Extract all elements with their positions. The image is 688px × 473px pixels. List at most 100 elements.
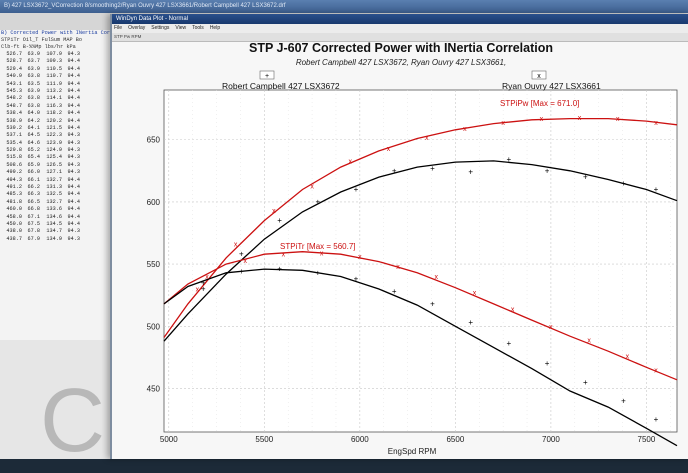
table-cell: 94.3 xyxy=(67,169,80,176)
legend-swatch-2 xyxy=(531,70,547,80)
table-row: 499.2 66.0 127.1 94.3 xyxy=(0,169,113,176)
plot-window[interactable]: WinDyn Data Plot - Normal File Overlay Set… xyxy=(110,14,688,459)
x-tick-label: 7500 xyxy=(638,435,656,444)
table-cell: 499.2 xyxy=(6,169,22,176)
table-cell: 94.4 xyxy=(67,73,80,80)
table-cell: 528.7 xyxy=(6,58,22,65)
table-cell: 64.5 xyxy=(27,132,40,139)
data-point-plus-marker: + xyxy=(583,378,588,387)
y-tick-label: 650 xyxy=(147,136,161,145)
table-cell: 122.3 xyxy=(46,132,62,139)
menu-item-settings[interactable]: Settings xyxy=(151,25,170,31)
table-cell: 134.6 xyxy=(46,213,62,220)
plot-menubar: File Overlay Settings View Tools Help xyxy=(112,24,688,33)
plot-window-titlebar[interactable]: WinDyn Data Plot - Normal xyxy=(112,14,688,24)
table-cell: 66.3 xyxy=(27,191,40,198)
legend-label-1: Robert Campbell 427 LSX3672 xyxy=(222,81,340,91)
table-row: 494.3 66.1 132.7 94.4 xyxy=(0,177,113,184)
table-cell: 94.3 xyxy=(67,51,80,57)
legend-label-2: Ryan Ouvry 427 LSX3661 xyxy=(502,81,601,91)
table-units: Clb-ft B-%%Mp lbs/hr kPa xyxy=(1,44,76,50)
menu-item-overlay[interactable]: Overlay xyxy=(128,25,146,31)
table-cell: 66.2 xyxy=(27,184,40,191)
x-tick-label: 5000 xyxy=(160,435,178,444)
data-point-plus-marker: + xyxy=(239,267,244,276)
table-cell: 65.9 xyxy=(27,161,40,168)
menu-item-file[interactable]: File xyxy=(114,25,123,31)
table-cell: 94.4 xyxy=(67,102,80,109)
table-cell: 132.7 xyxy=(46,198,62,205)
table-cell: 515.8 xyxy=(6,154,22,161)
table-row: 508.6 65.9 126.5 94.3 xyxy=(0,162,113,169)
data-point-plus-marker: + xyxy=(277,265,282,274)
data-point-x-marker: x xyxy=(540,116,544,123)
table-cell: 94.4 xyxy=(67,87,80,94)
table-cell: 538.9 xyxy=(6,117,22,124)
x-axis-label: EngSpd RPM xyxy=(388,447,437,456)
table-cell: 94.4 xyxy=(67,80,80,87)
table-cell: 132.5 xyxy=(46,191,62,198)
table-cell: 134.9 xyxy=(46,235,62,242)
table-row: 515.8 65.4 125.4 94.3 xyxy=(0,154,113,161)
table-cell: 127.1 xyxy=(46,169,62,176)
table-cell: 67.5 xyxy=(27,220,40,227)
table-cell: 438.7 xyxy=(6,235,22,242)
data-point-x-marker: x xyxy=(501,120,505,127)
data-point-x-marker: x xyxy=(282,252,286,259)
data-point-plus-marker: + xyxy=(545,359,550,368)
table-cell: 529.8 xyxy=(6,147,22,154)
y-tick-label: 600 xyxy=(147,198,161,207)
table-cell: 63.9 xyxy=(27,87,40,94)
menu-item-tools[interactable]: Tools xyxy=(192,25,204,31)
table-cell: 450.0 xyxy=(6,220,22,227)
table-row: 526.7 63.9 107.9 94.3 xyxy=(0,51,113,58)
table-cell: 94.4 xyxy=(67,206,80,213)
data-point-x-marker: x xyxy=(616,116,620,123)
table-cell: 125.4 xyxy=(46,154,62,161)
data-point-plus-marker: + xyxy=(277,216,282,225)
table-cell: 537.1 xyxy=(6,132,22,139)
data-point-x-marker: x xyxy=(205,274,209,281)
table-row: 481.8 66.5 132.7 94.4 xyxy=(0,199,113,206)
table-cell: 133.6 xyxy=(46,206,62,213)
table-cell: 66.0 xyxy=(27,169,40,176)
menu-item-help[interactable]: Help xyxy=(209,25,221,31)
table-cell: 63.9 xyxy=(27,51,40,57)
menu-item-view[interactable]: View xyxy=(175,25,187,31)
data-point-plus-marker: + xyxy=(621,179,626,188)
table-cell: 94.4 xyxy=(67,184,80,191)
table-cell: 94.4 xyxy=(67,124,80,131)
table-cell: 94.3 xyxy=(67,161,80,168)
table-row: 438.0 67.8 134.7 94.3 xyxy=(0,228,113,235)
table-cell: 131.3 xyxy=(46,184,62,191)
table-cell: 64.6 xyxy=(27,139,40,146)
table-cell: 65.2 xyxy=(27,147,40,154)
data-point-x-marker: x xyxy=(654,120,658,127)
data-point-plus-marker: + xyxy=(430,299,435,308)
table-cell: 63.5 xyxy=(27,80,40,87)
table-cell: 94.3 xyxy=(67,132,80,139)
table-cell: 438.0 xyxy=(6,228,22,235)
table-row: 529.8 65.2 124.9 94.3 xyxy=(0,147,113,154)
table-cell: 107.9 xyxy=(46,51,62,57)
background-window-titlebar: B) 427 LSX3672_VCorrection 8/smoothing2/… xyxy=(0,0,688,13)
table-cell: 94.3 xyxy=(67,154,80,161)
data-point-x-marker: x xyxy=(272,208,276,215)
table-cell: 134.5 xyxy=(46,220,62,227)
plot-toolbar: STP Pw RPM xyxy=(112,33,688,42)
data-point-x-marker: x xyxy=(549,324,553,331)
y-tick-label: 500 xyxy=(147,322,161,331)
table-cell: 94.4 xyxy=(67,213,80,220)
data-point-plus-marker: + xyxy=(507,339,512,348)
table-cell: 132.7 xyxy=(46,176,62,183)
chart-title: STP J-607 Corrected Power with INertia C… xyxy=(249,41,553,55)
y-tick-label: 450 xyxy=(147,384,161,393)
table-header: B) Corrected Power with INertia Corr xyxy=(1,30,113,36)
table-cell: 134.7 xyxy=(46,228,62,235)
table-cell: 120.2 xyxy=(46,117,62,124)
table-cell: 94.3 xyxy=(67,235,80,242)
table-cell: 540.9 xyxy=(6,73,22,80)
power-chart[interactable]: 5000 5500 6000 6500 7000 7500 450 500 550 600 650 S… xyxy=(112,14,688,459)
data-point-x-marker: x xyxy=(234,242,238,249)
table-row: 485.3 66.3 132.5 94.4 xyxy=(0,191,113,198)
